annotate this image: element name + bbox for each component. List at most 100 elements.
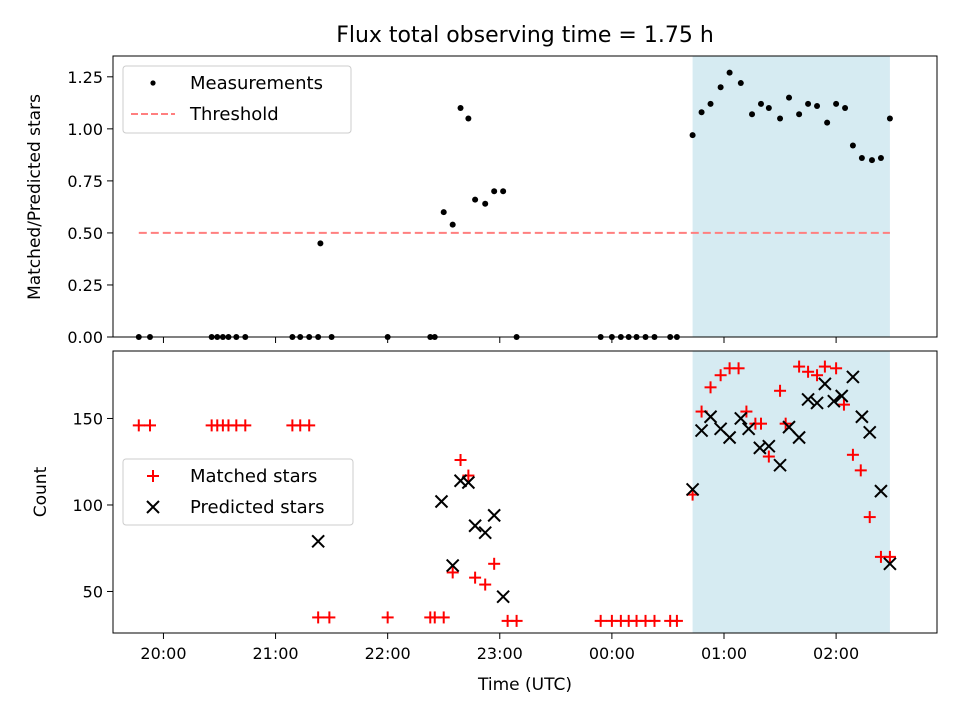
y-tick-label: 150 (72, 409, 103, 428)
bottom-panel: 20:00 21:00 22:00 23:00 00:00 01:00 02:00 50 100… (31, 350, 938, 695)
predicted-stars-point (874, 484, 888, 498)
legend-predicted-marker (146, 500, 160, 514)
matched-stars-point (802, 365, 815, 378)
matched-stars-point (846, 448, 859, 461)
measurements-point (765, 105, 772, 112)
matched-stars-point (594, 614, 607, 627)
predicted-stars-point (827, 394, 841, 408)
measurements-point (698, 109, 705, 116)
matched-stars-point (762, 450, 775, 463)
chart-title: Flux total observing time = 1.75 h (336, 23, 714, 48)
legend-threshold-label: Threshold (189, 104, 279, 125)
x-tick-label: 21:00 (253, 644, 299, 663)
measurements-point (449, 221, 456, 228)
x-tick-label: 02:00 (813, 644, 859, 663)
matched-stars-point (811, 369, 824, 382)
predicted-stars-point (445, 558, 460, 573)
measurements-point (833, 100, 840, 107)
measurements-point (457, 105, 464, 112)
x-tick-label: 00:00 (589, 644, 635, 663)
measurements-point (717, 84, 724, 91)
matched-stars-point (454, 453, 467, 466)
matched-stars-point (793, 360, 806, 373)
predicted-stars-point (722, 430, 737, 445)
bottom-legend-box (122, 458, 354, 526)
predicted-stars-point (434, 494, 449, 509)
matched-stars-point (479, 578, 492, 591)
matched-stars-point (437, 611, 450, 624)
matched-stars-point (323, 611, 336, 624)
matched-stars-point (830, 362, 843, 375)
matched-stars-point (670, 614, 683, 627)
measurements-point (737, 80, 744, 87)
matched-stars-point (732, 362, 745, 375)
x-tick-label: 23:00 (477, 644, 523, 663)
predicted-stars-point (782, 420, 796, 434)
measurements-point (842, 105, 849, 112)
predicted-stars-point (461, 475, 476, 490)
legend-measurements-marker (150, 80, 156, 86)
measurements-point (786, 94, 793, 101)
predicted-stars-point (703, 410, 718, 424)
matched-stars-point (714, 369, 727, 382)
bottom-legend: Matched stars Predicted stars (122, 458, 354, 526)
top-panel: 0.00 0.25 0.50 0.75 1.00 1.25 Matched/Predict… (25, 55, 938, 347)
bottom-shaded-span (692, 351, 890, 633)
measurements-point (868, 157, 875, 164)
measurements-point (749, 111, 756, 118)
legend-measurements-label: Measurements (190, 73, 323, 94)
matched-stars-point (774, 384, 787, 397)
measurements-point (824, 119, 831, 126)
matched-stars-point (303, 419, 316, 432)
measurements-point (858, 154, 865, 161)
measurements-point (482, 200, 489, 207)
bottom-y-axis-label: Count (31, 466, 51, 517)
measurements-point (814, 102, 821, 109)
matched-stars-point (469, 571, 482, 584)
top-legend-box (122, 65, 352, 134)
y-tick-label: 0.50 (67, 224, 103, 243)
predicted-stars-point (773, 458, 787, 472)
matched-stars-point (854, 464, 867, 477)
matched-stars-point (740, 405, 753, 418)
matched-stars-point (510, 614, 523, 627)
predicted-stars-point (468, 519, 482, 533)
predicted-stars-point (801, 392, 815, 407)
matched-stars-point (381, 611, 394, 624)
measurements-point (317, 240, 324, 247)
predicted-stars-point (487, 508, 501, 523)
matched-stars-point (143, 419, 156, 432)
predicted-stars-point (835, 389, 849, 403)
predicted-stars-point (685, 482, 700, 497)
matched-stars-point (818, 360, 831, 373)
bottom-plot-frame (112, 350, 938, 634)
legend-predicted-label: Predicted stars (190, 497, 324, 518)
predicted-stars-point (741, 422, 756, 436)
measurements-point (689, 132, 696, 139)
predicted-stars-point (863, 425, 877, 440)
predicted-stars-point (792, 430, 806, 445)
measurements-point (707, 100, 714, 107)
top-shaded-span (692, 56, 890, 337)
legend-matched-label: Matched stars (190, 466, 317, 487)
predicted-stars-point (496, 589, 510, 604)
top-y-axis-label: Matched/Predicted stars (25, 94, 45, 300)
x-axis-label: Time (UTC) (477, 675, 572, 695)
predicted-stars-point (694, 423, 709, 438)
y-tick-label: 50 (83, 582, 103, 601)
matched-stars-point (446, 566, 459, 579)
matched-stars-point (312, 611, 325, 624)
predicted-stars-point (818, 377, 832, 391)
matched-stars-point (239, 419, 252, 432)
predicted-stars-point (810, 396, 824, 410)
predicted-stars-point (762, 439, 776, 453)
y-tick-label: 1.00 (67, 120, 103, 139)
matched-stars-point (863, 511, 876, 524)
predicted-stars-point (478, 525, 492, 540)
measurements-point (877, 154, 884, 161)
y-tick-label: 0.25 (67, 276, 103, 295)
matched-stars-point (754, 417, 767, 430)
measurements-point (440, 209, 447, 216)
x-tick-label: 22:00 (365, 644, 411, 663)
